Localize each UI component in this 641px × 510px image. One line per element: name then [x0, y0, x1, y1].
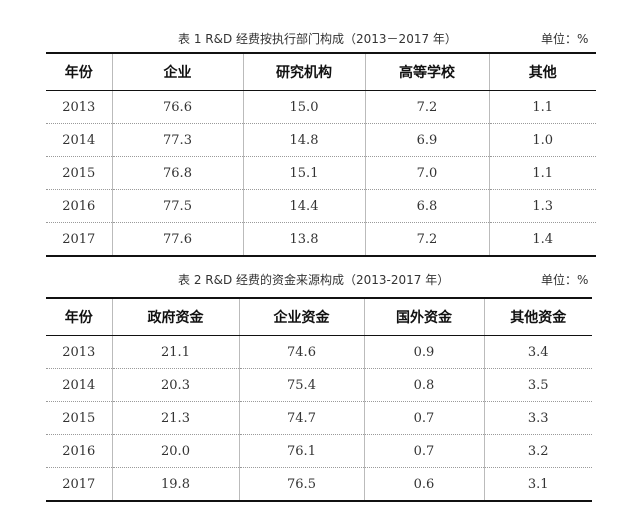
table-cell: 3.4 [483, 335, 592, 369]
table1-unit: 单位：% [541, 32, 589, 46]
table-cell: 2015 [46, 156, 112, 190]
table-row: 2013 76.6 15.0 7.2 1.1 [46, 90, 596, 124]
table-cell: 77.3 [111, 123, 243, 157]
table-cell: 74.7 [238, 401, 364, 435]
header-year: 年份 [46, 52, 112, 91]
table-cell: 2014 [46, 123, 112, 157]
table-row: 2017 19.8 76.5 0.6 3.1 [46, 467, 592, 502]
table-cell: 76.5 [238, 467, 364, 502]
table-cell: 1.3 [488, 189, 596, 223]
table-cell: 2016 [46, 434, 112, 468]
table-cell: 2016 [46, 189, 112, 223]
header-foreign-funds: 国外资金 [363, 297, 484, 336]
table-cell: 15.1 [242, 156, 365, 190]
header-government-funds: 政府资金 [111, 297, 239, 336]
table-cell: 3.3 [483, 401, 592, 435]
table-cell: 19.8 [111, 467, 239, 502]
table-cell: 7.0 [364, 156, 489, 190]
table-cell: 2017 [46, 222, 112, 257]
table2-unit: 单位：% [541, 273, 589, 287]
table-cell: 2013 [46, 90, 112, 124]
table-cell: 76.8 [111, 156, 243, 190]
table-cell: 14.8 [242, 123, 365, 157]
table-cell: 6.8 [364, 189, 489, 223]
table-cell: 2015 [46, 401, 112, 435]
table-cell: 7.2 [364, 90, 489, 124]
table-cell: 0.9 [363, 335, 484, 369]
table-cell: 2014 [46, 368, 112, 402]
table-cell: 6.9 [364, 123, 489, 157]
table1: 年份 企业 研究机构 高等学校 其他 2013 76.6 15.0 7.2 1.… [46, 52, 596, 257]
table-row: 2015 76.8 15.1 7.0 1.1 [46, 156, 596, 190]
table-cell: 74.6 [238, 335, 364, 369]
table-cell: 3.5 [483, 368, 592, 402]
header-university: 高等学校 [364, 52, 489, 91]
table-cell: 1.1 [488, 90, 596, 124]
table-cell: 0.7 [363, 401, 484, 435]
table-cell: 15.0 [242, 90, 365, 124]
table2-caption: 表 2 R&D 经费的资金来源构成（2013-2017 年） [178, 273, 450, 287]
table-header-row: 年份 政府资金 企业资金 国外资金 其他资金 [46, 297, 592, 336]
header-enterprise-funds: 企业资金 [238, 297, 364, 336]
table-cell: 77.6 [111, 222, 243, 257]
header-enterprise: 企业 [111, 52, 243, 91]
table-cell: 21.1 [111, 335, 239, 369]
table-row: 2015 21.3 74.7 0.7 3.3 [46, 401, 592, 435]
table-cell: 14.4 [242, 189, 365, 223]
header-other: 其他 [488, 52, 596, 91]
table-cell: 20.3 [111, 368, 239, 402]
table-cell: 76.6 [111, 90, 243, 124]
table-row: 2016 20.0 76.1 0.7 3.2 [46, 434, 592, 468]
table-row: 2014 20.3 75.4 0.8 3.5 [46, 368, 592, 402]
table-cell: 0.6 [363, 467, 484, 502]
table-cell: 21.3 [111, 401, 239, 435]
table-cell: 20.0 [111, 434, 239, 468]
table-cell: 0.7 [363, 434, 484, 468]
table-cell: 1.1 [488, 156, 596, 190]
header-research-institute: 研究机构 [242, 52, 365, 91]
table-row: 2013 21.1 74.6 0.9 3.4 [46, 335, 592, 369]
table-cell: 13.8 [242, 222, 365, 257]
table1-caption: 表 1 R&D 经费按执行部门构成（2013－2017 年） [178, 32, 457, 46]
header-year: 年份 [46, 297, 112, 336]
table-cell: 3.1 [483, 467, 592, 502]
table-cell: 77.5 [111, 189, 243, 223]
table-cell: 7.2 [364, 222, 489, 257]
table-cell: 1.0 [488, 123, 596, 157]
table-row: 2016 77.5 14.4 6.8 1.3 [46, 189, 596, 223]
header-other-funds: 其他资金 [483, 297, 592, 336]
table-cell: 76.1 [238, 434, 364, 468]
table-cell: 75.4 [238, 368, 364, 402]
table-cell: 2013 [46, 335, 112, 369]
table-cell: 0.8 [363, 368, 484, 402]
table-row: 2014 77.3 14.8 6.9 1.0 [46, 123, 596, 157]
table-row: 2017 77.6 13.8 7.2 1.4 [46, 222, 596, 257]
table-cell: 2017 [46, 467, 112, 502]
table-header-row: 年份 企业 研究机构 高等学校 其他 [46, 52, 596, 91]
table-cell: 1.4 [488, 222, 596, 257]
table-cell: 3.2 [483, 434, 592, 468]
table2: 年份 政府资金 企业资金 国外资金 其他资金 2013 21.1 74.6 0.… [46, 297, 592, 502]
